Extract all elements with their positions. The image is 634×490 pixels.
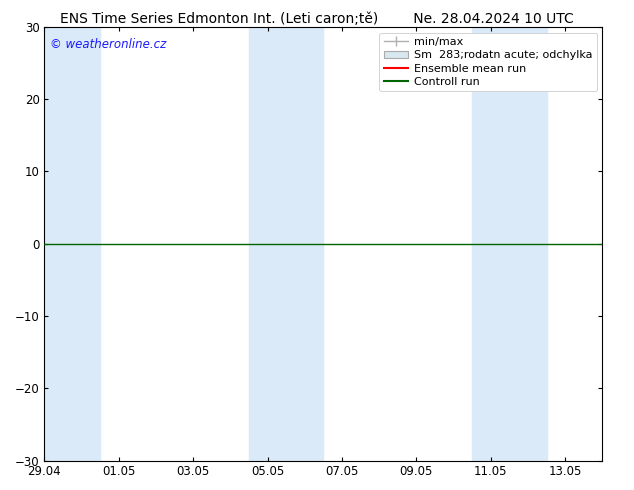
Text: ENS Time Series Edmonton Int. (Leti caron;tě)        Ne. 28.04.2024 10 UTC: ENS Time Series Edmonton Int. (Leti caro… [60,12,574,26]
Text: © weatheronline.cz: © weatheronline.cz [50,38,166,51]
Bar [472,27,547,461]
Bar [44,27,100,461]
Legend: min/max, Sm  283;rodatn acute; odchylka, Ensemble mean run, Controll run: min/max, Sm 283;rodatn acute; odchylka, … [379,32,597,92]
Bar [249,27,323,461]
